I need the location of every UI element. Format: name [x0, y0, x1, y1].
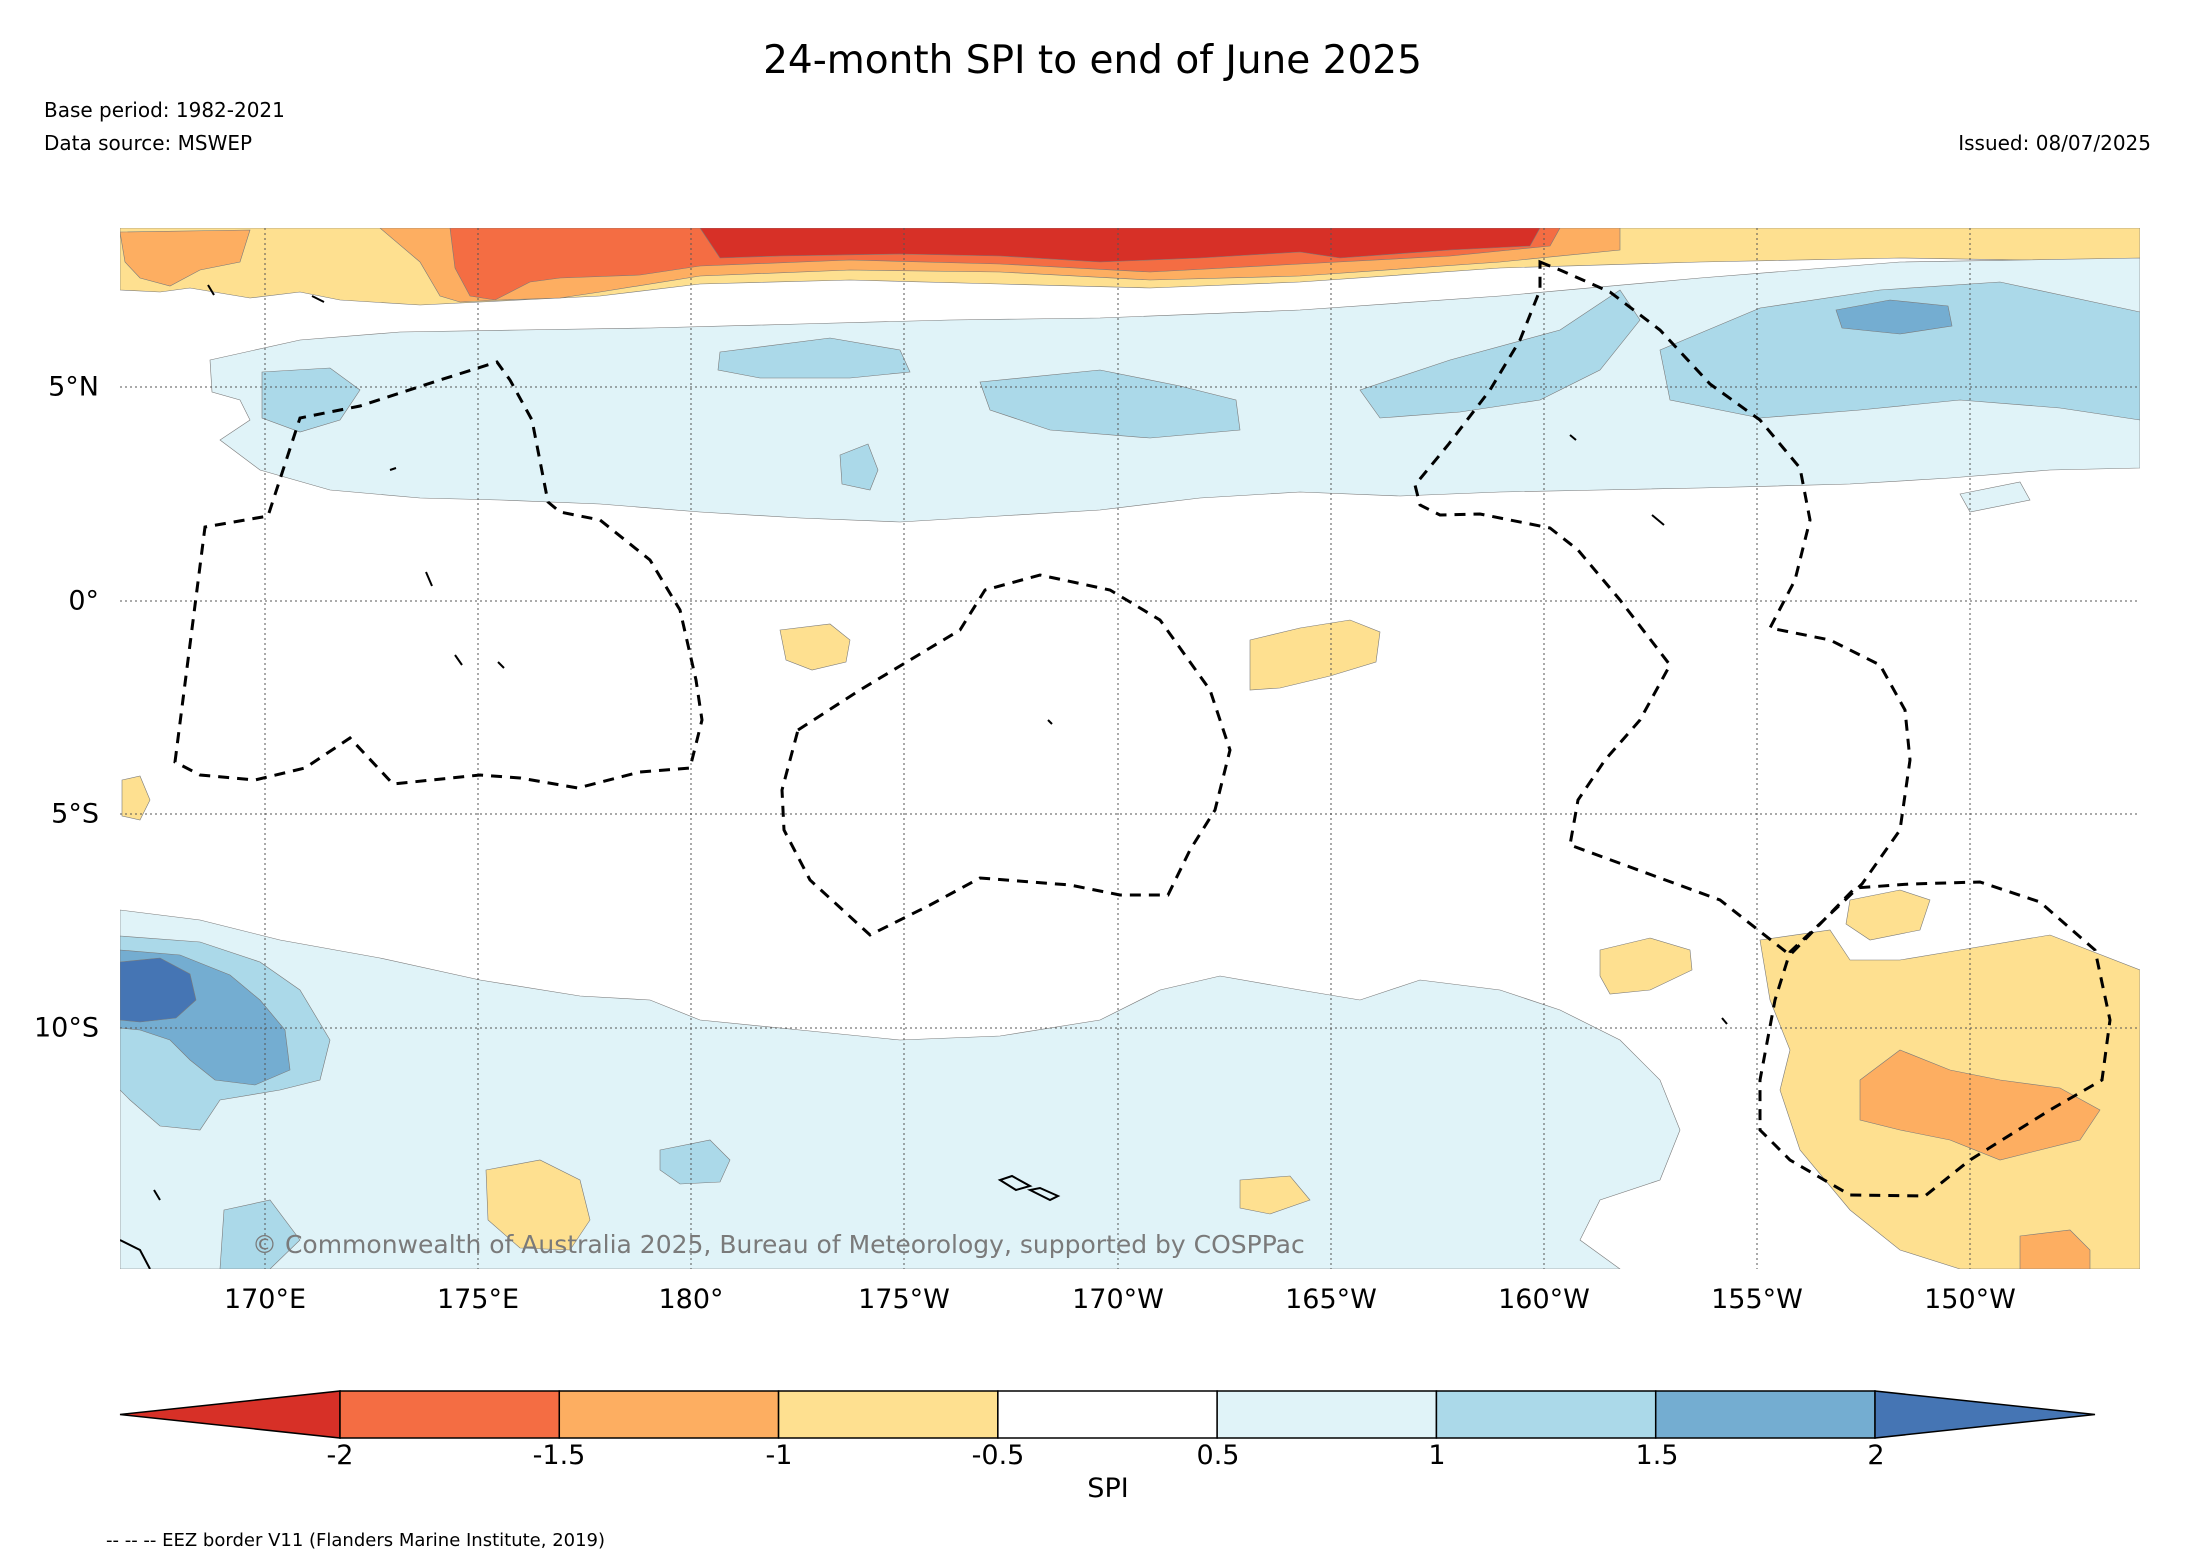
island-outline-6 — [497, 661, 505, 669]
lon-tick: 160°W — [1498, 1284, 1590, 1315]
lat-tick: 0° — [68, 585, 99, 617]
colorbar-tick-label: -2 — [326, 1440, 354, 1471]
island-outline-2 — [311, 295, 325, 303]
wet-band-north-moderate-5 — [1659, 281, 2140, 421]
wet-band-south-extreme-west — [120, 957, 197, 1023]
dry-patch-south-4 — [1845, 889, 1931, 941]
island-outline-5 — [454, 654, 463, 666]
island-outline-12 — [1026, 1186, 1061, 1202]
lon-tick: 175°E — [436, 1284, 520, 1315]
wet-band-north-moderate-2 — [717, 337, 911, 379]
colorbar-segment — [339, 1390, 561, 1439]
dry-patch-south-3 — [1599, 937, 1693, 995]
lon-tick: 150°W — [1924, 1284, 2016, 1315]
wet-islet-2 — [1959, 481, 2031, 513]
colorbar-segment — [1216, 1390, 1438, 1439]
lon-tick: 170°W — [1072, 1284, 1164, 1315]
colorbar-title: SPI — [1087, 1473, 1129, 1504]
wet-patch-south-2 — [219, 1199, 301, 1269]
colorbar-tick-label: 0.5 — [1196, 1440, 1240, 1471]
island-outline-4 — [425, 571, 433, 587]
copyright-notice: © Commonwealth of Australia 2025, Bureau… — [252, 1230, 1305, 1259]
wet-patch-south-3 — [659, 1139, 731, 1185]
lon-tick: 175°W — [858, 1284, 950, 1315]
wet-band-north-moderate-1 — [261, 367, 361, 433]
wet-islet-1 — [839, 443, 879, 491]
island-outlines — [120, 284, 1728, 1269]
island-outline-3 — [389, 467, 397, 471]
island-outline-10 — [1721, 1017, 1728, 1025]
wet-band-north-moderate-4 — [1359, 289, 1641, 419]
dry-patch-west-edge — [121, 775, 151, 821]
issued-date: Issued: 08/07/2025 — [1958, 131, 2151, 155]
lon-tick: 170°E — [223, 1284, 307, 1315]
dry-region-southeast-moderate — [1859, 1049, 2101, 1161]
colorbar-tick-label: -1.5 — [532, 1440, 586, 1471]
island-outline-8 — [1569, 434, 1577, 441]
eez-border-kiribati-gilberts — [173, 360, 704, 790]
lat-tick: 10°S — [34, 1012, 99, 1044]
island-outline-9 — [1651, 514, 1665, 526]
island-outline-11 — [997, 1174, 1033, 1192]
colorbar-tick-label: 1.5 — [1635, 1440, 1679, 1471]
eez-borders — [173, 259, 2112, 1198]
eez-border-line-islands — [1413, 259, 2112, 1198]
colorbar-tick-label: 1 — [1428, 1440, 1446, 1471]
colorbar — [119, 1390, 2096, 1439]
colorbar-segment — [1435, 1390, 1657, 1439]
map-title: 24-month SPI to end of June 2025 — [763, 38, 1422, 83]
colorbar-segment — [558, 1390, 780, 1439]
lat-tick: 5°S — [51, 798, 99, 830]
lon-tick: 165°W — [1285, 1284, 1377, 1315]
colorbar-tick-label: 2 — [1867, 1440, 1885, 1471]
colorbar-segment — [1654, 1390, 1876, 1439]
dry-band-north-moderate-west — [120, 229, 251, 287]
colorbar-extend-low — [119, 1390, 341, 1439]
eez-legend-footnote: -- -- -- EEZ border V11 (Flanders Marine… — [106, 1530, 606, 1551]
lon-tick: 155°W — [1711, 1284, 1803, 1315]
data-source: Data source: MSWEP — [44, 131, 253, 155]
colorbar-segment — [997, 1390, 1218, 1439]
dry-patch-equator-2 — [1249, 619, 1381, 691]
island-outline-1 — [207, 284, 215, 296]
dry-patch-equator-1 — [779, 623, 851, 671]
lon-tick: 180° — [658, 1284, 724, 1315]
colorbar-tick-label: -1 — [765, 1440, 793, 1471]
island-outline-7 — [1047, 719, 1053, 725]
dry-patch-south-2 — [1239, 1175, 1311, 1215]
eez-border-tokelau — [780, 573, 1232, 937]
colorbar-segment — [777, 1390, 999, 1439]
wet-band-north-heavy — [1835, 299, 1953, 335]
colorbar-tick-label: -0.5 — [971, 1440, 1025, 1471]
island-outline-14 — [153, 1189, 161, 1201]
dry-patch-southeast-moderate-2 — [2019, 1229, 2091, 1269]
base-period: Base period: 1982-2021 — [44, 98, 285, 122]
colorbar-extend-high — [1874, 1390, 2096, 1439]
dry-band-north-extreme — [699, 228, 1541, 263]
lat-tick: 5°N — [48, 371, 99, 403]
dry-patch-south-1 — [485, 1159, 591, 1251]
island-outline-13 — [120, 1239, 151, 1269]
map-area — [120, 228, 2140, 1269]
